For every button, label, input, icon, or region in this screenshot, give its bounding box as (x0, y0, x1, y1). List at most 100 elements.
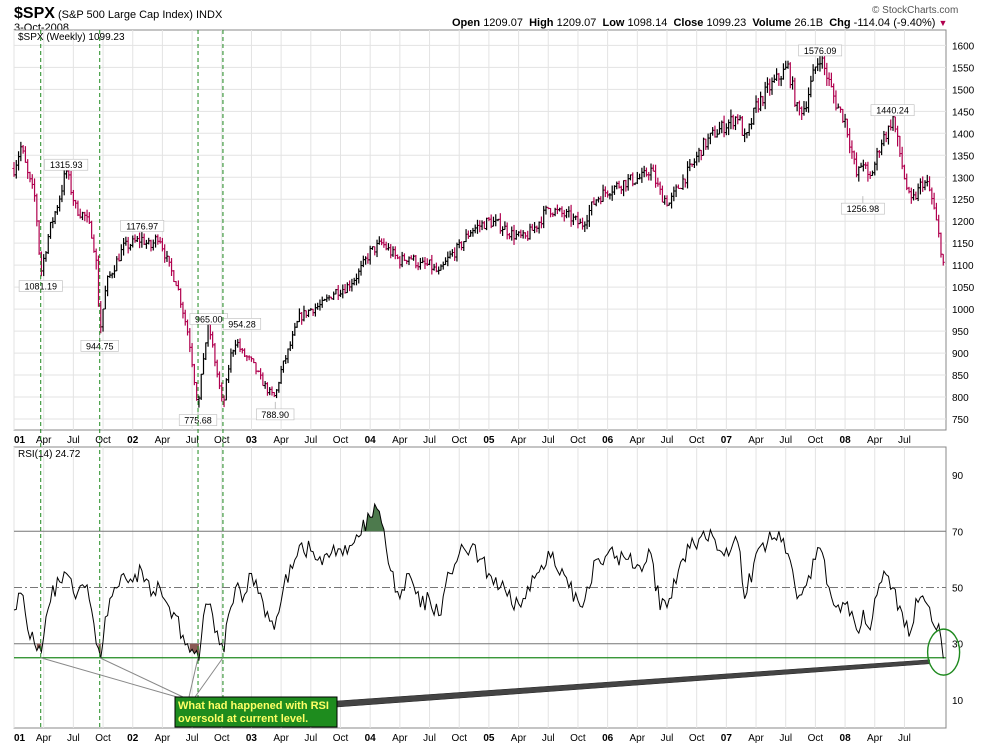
exchange: INDX (196, 9, 223, 21)
price-callout-label: 1315.93 (50, 160, 83, 170)
chg-label: Chg (829, 17, 851, 29)
annotation-pointer (194, 657, 224, 698)
price-ytick-label: 950 (952, 327, 969, 338)
price-xtick-label: 03 (246, 435, 258, 446)
price-xtick-label: Apr (36, 435, 52, 446)
price-xtick-label: Apr (273, 435, 289, 446)
close-value: 1099.23 (706, 17, 747, 29)
rsi-ytick-label: 10 (952, 696, 964, 707)
rsi-xtick-label: Apr (273, 733, 289, 744)
rsi-xtick-label: Jul (67, 733, 80, 744)
rsi-ytick-label: 70 (952, 527, 964, 538)
rsi-xtick-label: 06 (602, 733, 614, 744)
rsi-xtick-label: Jul (542, 733, 555, 744)
rsi-xtick-label: Apr (630, 733, 646, 744)
rsi-xtick-label: 01 (14, 733, 26, 744)
down-arrow-icon: ▼ (938, 18, 948, 28)
price-callout-box (798, 44, 843, 57)
rsi-xtick-label: Apr (392, 733, 408, 744)
price-xtick-label: Jul (779, 435, 792, 446)
volume-label: Volume (752, 17, 792, 29)
rsi-xtick-label: Oct (451, 733, 467, 744)
grid-lines (13, 30, 946, 728)
rsi-xtick-label: 08 (840, 733, 852, 744)
rsi-line (13, 502, 944, 661)
annotation-pointer (188, 657, 199, 698)
rsi-xtick-label: Jul (186, 733, 199, 744)
stockcharts-watermark: © StockCharts.com (872, 5, 959, 16)
price-ytick-label: 900 (952, 349, 969, 360)
price-xtick-label: 02 (127, 435, 139, 446)
rsi-xtick-label: 07 (721, 733, 733, 744)
current-rsi-highlight (926, 628, 961, 676)
rsi-xtick-label: Jul (304, 733, 317, 744)
price-callout: 1440.24 (870, 104, 915, 117)
rsi-xtick-label: Apr (748, 733, 764, 744)
price-callout-label: 1081.19 (24, 282, 57, 292)
rsi-xtick-label: Oct (570, 733, 586, 744)
header-symbol-line: $SPX (S&P 500 Large Cap Index) INDX (14, 5, 222, 23)
price-ytick-label: 1450 (952, 107, 975, 118)
rsi-ytick-label: 90 (952, 471, 964, 482)
close-label: Close (673, 17, 704, 29)
price-ytick-label: 1400 (952, 129, 975, 140)
price-callout-box (840, 202, 885, 215)
rsi-xtick-label: 03 (246, 733, 258, 744)
price-ytick-label: 1300 (952, 173, 975, 184)
rsi-xtick-label: Apr (867, 733, 883, 744)
chg-value: -114.04 (-9.40%) (853, 17, 936, 29)
price-callout-label: 1440.24 (876, 106, 909, 116)
rsi-xtick-label: Oct (689, 733, 705, 744)
price-callout: 1256.98 (840, 196, 885, 215)
price-panel-title: $SPX (Weekly) 1099.23 (18, 32, 125, 43)
annotation-pointer (99, 657, 184, 698)
price-xtick-label: Jul (304, 435, 317, 446)
price-xtick-label: 04 (365, 435, 377, 446)
price-callout-label: 954.28 (228, 319, 256, 329)
price-xtick-label: Oct (333, 435, 349, 446)
volume-value: 26.1B (794, 17, 824, 29)
rsi-xtick-label: 05 (483, 733, 495, 744)
price-callout: 954.28 (222, 318, 262, 330)
rsi-xtick-label: Jul (779, 733, 792, 744)
rsi-ytick-label: 30 (952, 640, 964, 651)
price-callout-label: 775.68 (184, 416, 212, 426)
price-xtick-label: Oct (451, 435, 467, 446)
high-label: High (529, 17, 554, 29)
price-ytick-label: 1500 (952, 85, 975, 96)
price-ytick-label: 750 (952, 415, 969, 426)
price-callout-box (870, 104, 915, 117)
price-callout-label: 965.00 (195, 315, 223, 325)
price-ytick-label: 1000 (952, 305, 975, 316)
price-callout-box (44, 158, 89, 171)
rsi-xtick-label: Apr (511, 733, 527, 744)
price-xtick-label: Apr (867, 435, 883, 446)
price-ytick-label: 1550 (952, 63, 975, 74)
low-value: 1098.14 (627, 17, 668, 29)
rsi-xtick-label: Jul (423, 733, 436, 744)
price-callout-box (222, 318, 262, 330)
price-ytick-label: 1050 (952, 283, 975, 294)
price-xtick-label: Oct (808, 435, 824, 446)
price-xtick-label: 01 (14, 435, 26, 446)
price-callout-label: 1256.98 (847, 204, 880, 214)
price-xtick-label: Jul (423, 435, 436, 446)
price-xtick-label: Jul (67, 435, 80, 446)
annotation-text: What had happened with RSI (178, 700, 329, 712)
price-ytick-label: 1200 (952, 217, 975, 228)
price-xtick-label: Apr (392, 435, 408, 446)
open-label: Open (452, 17, 481, 29)
price-xtick-label: Jul (542, 435, 555, 446)
rsi-oversold-fill (36, 643, 42, 653)
price-callout-box (256, 408, 295, 421)
annotation-box (174, 696, 338, 728)
open-value: 1209.07 (483, 17, 523, 29)
price-ytick-label: 850 (952, 371, 969, 382)
rsi-xtick-label: Oct (808, 733, 824, 744)
price-xtick-label: Jul (186, 435, 199, 446)
rsi-xtick-label: Jul (898, 733, 911, 744)
price-callout-box (120, 220, 165, 232)
price-xtick-label: 05 (483, 435, 495, 446)
security-name: (S&P 500 Large Cap Index) (57, 9, 193, 21)
price-bar (941, 253, 945, 266)
